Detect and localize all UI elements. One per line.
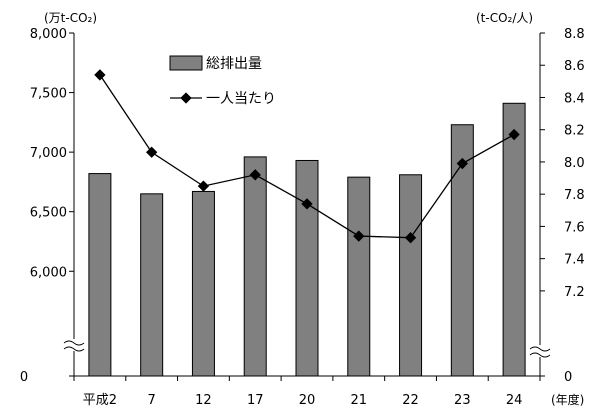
line-point — [94, 69, 106, 81]
right-tick-label: 8.2 — [564, 124, 585, 139]
bar — [399, 174, 423, 377]
right-axis-break — [529, 345, 551, 358]
left-tick-label: 8,000 — [30, 27, 67, 42]
line-point — [197, 180, 210, 192]
line-point — [301, 198, 313, 210]
right-axis-break-wave — [529, 346, 551, 352]
x-tick-label: 7 — [148, 393, 156, 408]
left-tick-label: 6,000 — [30, 265, 67, 280]
bar — [450, 124, 474, 377]
right-axis-ticks: 8.8 8.6 8.4 8.2 8.0 7.8 7.6 7.4 7.2 0 — [540, 27, 585, 385]
x-axis-unit: (年度) — [551, 392, 584, 407]
left-axis-ticks: 8,000 7,500 7,000 6,500 6,000 0 — [20, 27, 74, 385]
left-axis-break — [63, 339, 85, 352]
legend-swatch-marker — [180, 92, 192, 104]
right-tick-label: 7.4 — [564, 253, 585, 268]
bar-series — [88, 102, 526, 377]
line-point — [146, 146, 158, 158]
legend-swatch-bar — [169, 55, 203, 71]
right-axis-unit: (t-CO₂/人) — [476, 11, 533, 25]
line-point — [353, 230, 365, 242]
right-tick-label: 7.8 — [564, 188, 585, 203]
bar — [191, 190, 215, 377]
right-tick-label: 7.2 — [564, 285, 585, 300]
x-axis-ticks: 平成2 7 12 17 20 21 22 23 24 — [73, 376, 541, 408]
line-point — [508, 128, 520, 141]
x-tick-label: 21 — [351, 393, 368, 408]
right-tick-label: 7.6 — [564, 220, 585, 235]
right-tick-label: 8.8 — [564, 27, 585, 42]
x-tick-label: 24 — [506, 393, 523, 408]
legend-label-bar: 総排出量 — [206, 56, 262, 72]
x-tick-label: 平成2 — [83, 393, 117, 408]
left-axis-break-wave — [63, 340, 85, 346]
x-tick-label: 22 — [402, 393, 419, 408]
bar — [88, 173, 112, 377]
right-axis-break-wave — [529, 352, 551, 358]
left-axis-unit: (万t-CO₂) — [44, 11, 97, 25]
left-tick-label: 7,500 — [30, 87, 67, 102]
left-zero-label: 0 — [20, 370, 28, 385]
left-tick-label: 6,500 — [30, 206, 67, 221]
x-tick-label: 23 — [454, 393, 471, 408]
line-point — [404, 232, 417, 244]
right-tick-label: 8.0 — [564, 156, 585, 171]
bar — [295, 159, 319, 377]
bar — [243, 156, 267, 377]
line-point — [456, 157, 468, 170]
left-axis-break-wave — [63, 346, 85, 352]
left-axis-break-gap — [64, 339, 84, 351]
legend: 総排出量 一人当たり — [169, 55, 276, 107]
bar — [502, 102, 526, 377]
right-axis-break-gap — [530, 345, 550, 357]
axis-break-markers — [63, 339, 551, 358]
line-point — [249, 169, 261, 181]
legend-label-line: 一人当たり — [206, 91, 276, 107]
right-tick-label: 8.6 — [564, 59, 585, 74]
right-zero-label: 0 — [564, 370, 572, 385]
x-tick-label: 17 — [247, 393, 264, 408]
left-tick-label: 7,000 — [30, 146, 67, 161]
bar — [347, 176, 371, 377]
right-tick-label: 8.4 — [564, 91, 585, 106]
x-tick-label: 20 — [299, 393, 316, 408]
x-tick-label: 12 — [195, 393, 212, 408]
bar — [140, 193, 164, 377]
